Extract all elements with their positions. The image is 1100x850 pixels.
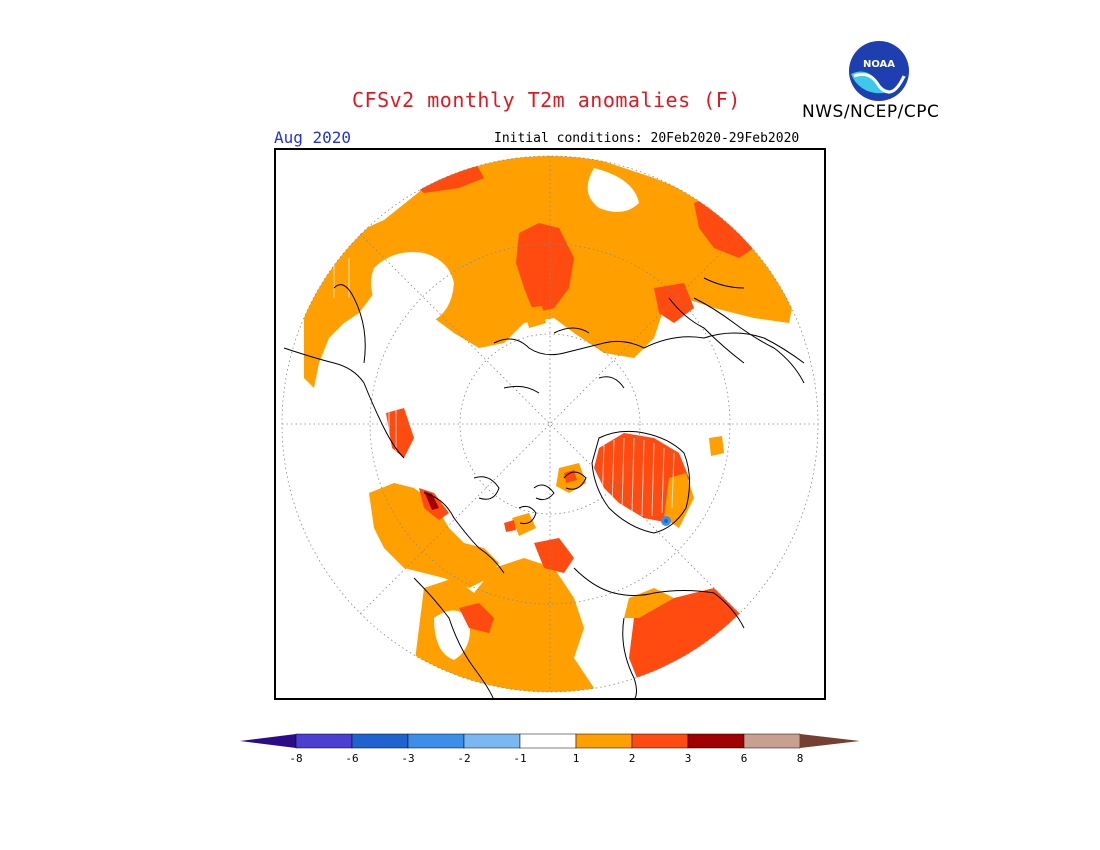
forecast-month: Aug 2020 xyxy=(274,128,352,147)
legend-bin xyxy=(463,733,521,749)
anomaly-region-central-asia xyxy=(516,223,574,313)
legend-tick: -6 xyxy=(345,752,358,765)
legend-tick: 8 xyxy=(797,752,804,765)
anomaly-region-greenland xyxy=(594,433,689,523)
noaa-logo: NOAA xyxy=(848,40,910,102)
legend-bin xyxy=(295,733,353,749)
legend-bin xyxy=(407,733,465,749)
logo-text: NOAA xyxy=(863,59,895,70)
legend-tick: 2 xyxy=(629,752,636,765)
legend-bin xyxy=(687,733,745,749)
legend-tick: 3 xyxy=(685,752,692,765)
legend-tick: -1 xyxy=(513,752,526,765)
anomaly-region-north-america xyxy=(414,558,604,692)
coastlines xyxy=(283,277,805,700)
polar-map xyxy=(274,148,826,700)
anomaly-region-north-atlantic xyxy=(629,588,744,683)
legend-bin xyxy=(575,733,633,749)
legend-bin xyxy=(351,733,409,749)
page-title: CFSv2 monthly T2m anomalies (F) xyxy=(352,88,741,112)
legend-tick: -3 xyxy=(401,752,414,765)
legend-bin xyxy=(743,733,801,749)
legend-bin xyxy=(631,733,689,749)
legend-tick: 1 xyxy=(573,752,580,765)
agency-label: NWS/NCEP/CPC xyxy=(802,102,940,122)
initial-conditions: Initial conditions: 20Feb2020-29Feb2020 xyxy=(494,131,800,146)
legend-tick: 6 xyxy=(741,752,748,765)
color-legend: -8 -6 -3 -2 -1 1 2 3 6 8 xyxy=(240,733,860,765)
graticule xyxy=(281,155,819,693)
legend-tick: -2 xyxy=(457,752,470,765)
anomaly-region-alaska xyxy=(369,483,499,588)
legend-bin xyxy=(519,733,577,749)
legend-arrow-left xyxy=(240,734,296,748)
hatching xyxy=(333,258,675,517)
legend-arrow-right xyxy=(800,734,860,748)
map-frame xyxy=(274,148,826,700)
legend-tick: -8 xyxy=(289,752,302,765)
